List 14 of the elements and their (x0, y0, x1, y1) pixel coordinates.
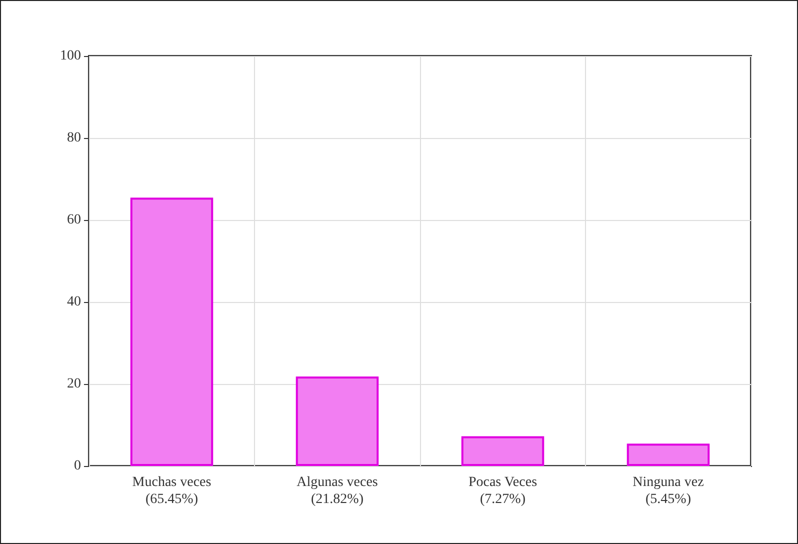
x-tick-label: Algunas veces (21.82%) (296, 475, 378, 507)
bar (626, 444, 710, 466)
x-tick-label: Ninguna vez (5.45%) (632, 475, 704, 507)
y-tick-label: 80 (67, 130, 81, 146)
x-tick-label: Pocas Veces (7.27%) (468, 475, 538, 507)
bar (130, 198, 214, 466)
bar (461, 436, 544, 466)
y-tick-label: 40 (67, 294, 81, 310)
y-tick-label: 100 (60, 48, 81, 64)
y-tick-label: 0 (74, 458, 81, 474)
y-tick-label: 20 (67, 376, 81, 392)
bar (296, 376, 379, 466)
y-tick-label: 60 (67, 212, 81, 228)
x-tick-label: Muchas veces (65.45%) (132, 475, 212, 507)
